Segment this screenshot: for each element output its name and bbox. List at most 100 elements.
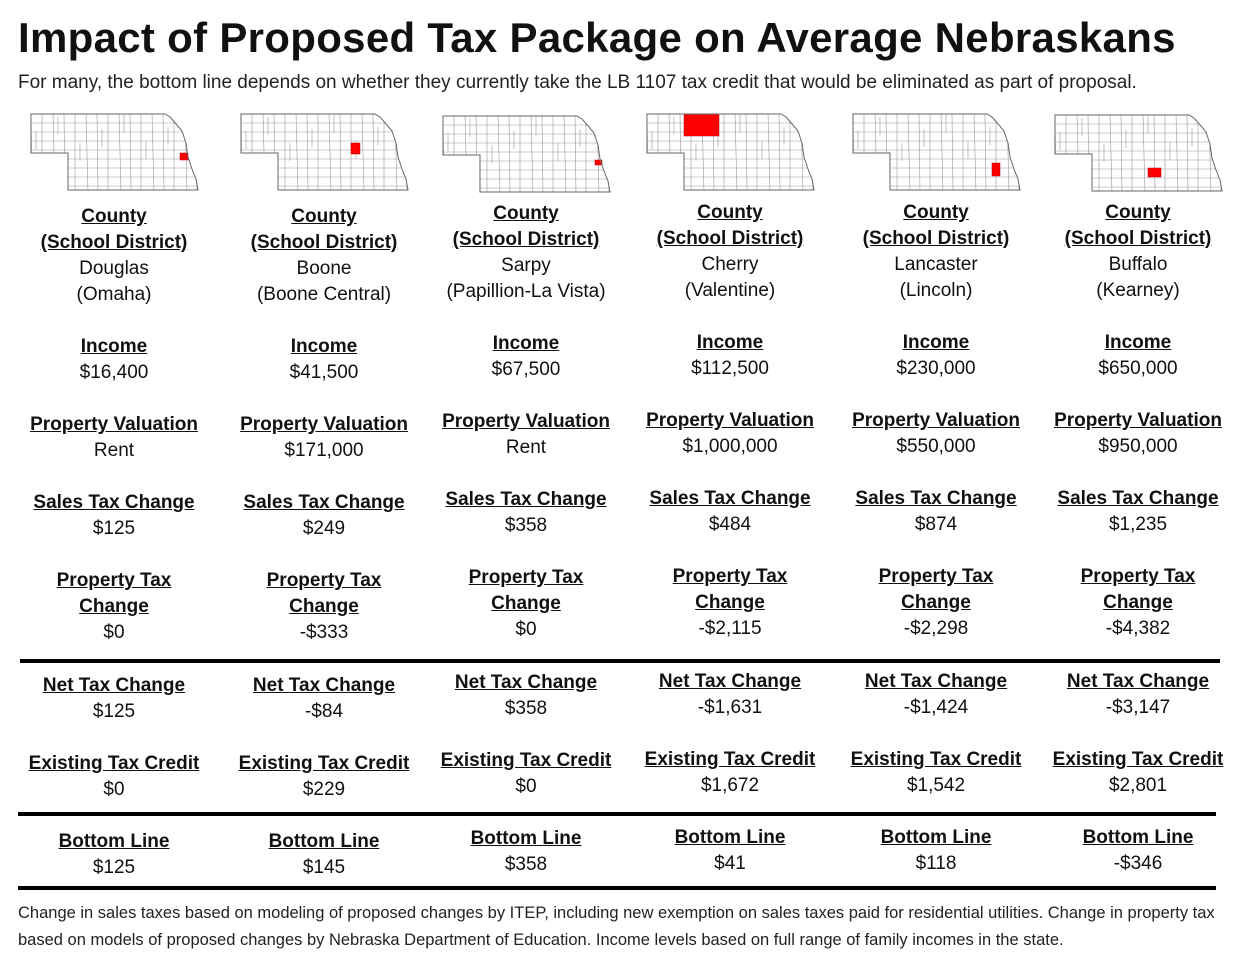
- district-name: (Boone Central): [256, 284, 392, 305]
- property-tax-value: -$2,115: [698, 618, 762, 639]
- net-divider: [20, 659, 1220, 663]
- bottom-line-value: $118: [915, 853, 957, 874]
- income-value: $230,000: [896, 358, 976, 379]
- district-label: (School District): [40, 232, 188, 253]
- district-name: (Omaha): [76, 284, 152, 305]
- valuation-value: $550,000: [896, 436, 976, 457]
- tax-credit-label: Existing Tax Credit: [440, 750, 612, 771]
- bottom-line-label: Bottom Line: [268, 831, 380, 852]
- footer-note: Change in sales taxes based on modeling …: [18, 904, 1215, 949]
- nebraska-map: [30, 113, 202, 193]
- tax-credit-value: $0: [515, 776, 537, 797]
- bottom-line-label: Bottom Line: [1082, 827, 1194, 848]
- property-tax-value: -$4,382: [1105, 618, 1171, 639]
- income-value: $112,500: [691, 358, 769, 379]
- sales-tax-value: $125: [92, 518, 136, 539]
- net-tax-label: Net Tax Change: [864, 671, 1008, 692]
- net-tax-label: Net Tax Change: [252, 675, 396, 696]
- county-label: County: [1105, 202, 1171, 223]
- property-tax-label-2: Change: [289, 596, 359, 617]
- property-tax-label: Property Tax: [878, 566, 994, 587]
- property-tax-label-2: Change: [695, 592, 765, 613]
- property-tax-value: -$2,298: [903, 618, 969, 639]
- district-label: (School District): [250, 232, 398, 253]
- net-tax-value: $125: [92, 701, 136, 722]
- sales-tax-value: $484: [708, 514, 752, 535]
- bottom-line-label: Bottom Line: [674, 827, 786, 848]
- property-tax-label-2: Change: [79, 596, 149, 617]
- district-label: (School District): [656, 228, 804, 249]
- property-tax-label: Property Tax: [672, 566, 788, 587]
- valuation-label: Property Valuation: [646, 410, 814, 431]
- bottom-line-label: Bottom Line: [470, 828, 582, 849]
- net-tax-value: $358: [504, 698, 548, 719]
- tax-credit-value: $1,672: [700, 775, 760, 796]
- tax-credit-value: $1,542: [906, 775, 966, 796]
- valuation-value: $1,000,000: [682, 436, 778, 457]
- bottom-line-value: $145: [302, 857, 346, 878]
- district-name: (Kearney): [1096, 280, 1180, 301]
- property-tax-label: Property Tax: [56, 570, 172, 591]
- property-tax-value: -$333: [299, 622, 349, 643]
- income-label: Income: [696, 332, 764, 353]
- sales-tax-value: $1,235: [1108, 514, 1168, 535]
- property-tax-label-2: Change: [901, 592, 971, 613]
- property-tax-value: $0: [103, 622, 125, 643]
- bottom-line-value: $41: [714, 853, 746, 874]
- sales-tax-label: Sales Tax Change: [33, 492, 195, 513]
- county-label: County: [493, 203, 559, 224]
- property-tax-label-2: Change: [491, 593, 561, 614]
- net-tax-label: Net Tax Change: [454, 672, 598, 693]
- valuation-label: Property Valuation: [1054, 410, 1222, 431]
- income-value: $41,500: [289, 362, 359, 383]
- tax-credit-value: $0: [103, 779, 125, 800]
- district-name: (Lincoln): [899, 280, 973, 301]
- property-tax-label: Property Tax: [468, 567, 584, 588]
- sales-tax-label: Sales Tax Change: [649, 488, 811, 509]
- district-name: (Valentine): [684, 280, 776, 301]
- page-subtitle: For many, the bottom line depends on whe…: [18, 72, 1137, 93]
- income-label: Income: [290, 336, 358, 357]
- nebraska-map: [442, 115, 614, 195]
- sales-tax-value: $874: [914, 514, 958, 535]
- bottom-line-value: -$346: [1113, 853, 1163, 874]
- county-name: Cherry: [701, 254, 759, 275]
- bottom-line-label: Bottom Line: [880, 827, 992, 848]
- nebraska-map: [852, 113, 1024, 193]
- net-tax-value: -$84: [304, 701, 344, 722]
- sales-tax-label: Sales Tax Change: [445, 489, 607, 510]
- district-label: (School District): [862, 228, 1010, 249]
- net-tax-value: -$1,424: [903, 697, 969, 718]
- income-label: Income: [902, 332, 970, 353]
- district-label: (School District): [1064, 228, 1212, 249]
- county-label: County: [291, 206, 357, 227]
- county-name: Douglas: [79, 258, 149, 279]
- valuation-label: Property Valuation: [852, 410, 1020, 431]
- county-name: Boone: [296, 258, 352, 279]
- page-title: Impact of Proposed Tax Package on Averag…: [18, 14, 1176, 61]
- bottom-line-value: $125: [92, 857, 136, 878]
- income-label: Income: [80, 336, 148, 357]
- bottom-line-value: $358: [504, 854, 548, 875]
- sales-tax-label: Sales Tax Change: [855, 488, 1017, 509]
- income-value: $67,500: [491, 359, 561, 380]
- income-label: Income: [1104, 332, 1172, 353]
- income-label: Income: [492, 333, 560, 354]
- tax-credit-label: Existing Tax Credit: [1052, 749, 1224, 770]
- county-label: County: [697, 202, 763, 223]
- tax-credit-value: $229: [302, 779, 346, 800]
- net-tax-label: Net Tax Change: [1066, 671, 1210, 692]
- tax-credit-label: Existing Tax Credit: [238, 753, 410, 774]
- income-value: $650,000: [1098, 358, 1178, 379]
- nebraska-map: [646, 113, 818, 193]
- property-tax-value: $0: [515, 619, 537, 640]
- county-name: Buffalo: [1108, 254, 1168, 275]
- valuation-label: Property Valuation: [240, 414, 408, 435]
- county-name: Sarpy: [501, 255, 551, 276]
- property-tax-label-2: Change: [1103, 592, 1173, 613]
- bottom-divider: [18, 812, 1216, 816]
- net-tax-label: Net Tax Change: [658, 671, 802, 692]
- valuation-label: Property Valuation: [442, 411, 610, 432]
- end-divider: [18, 886, 1216, 890]
- tax-credit-label: Existing Tax Credit: [644, 749, 816, 770]
